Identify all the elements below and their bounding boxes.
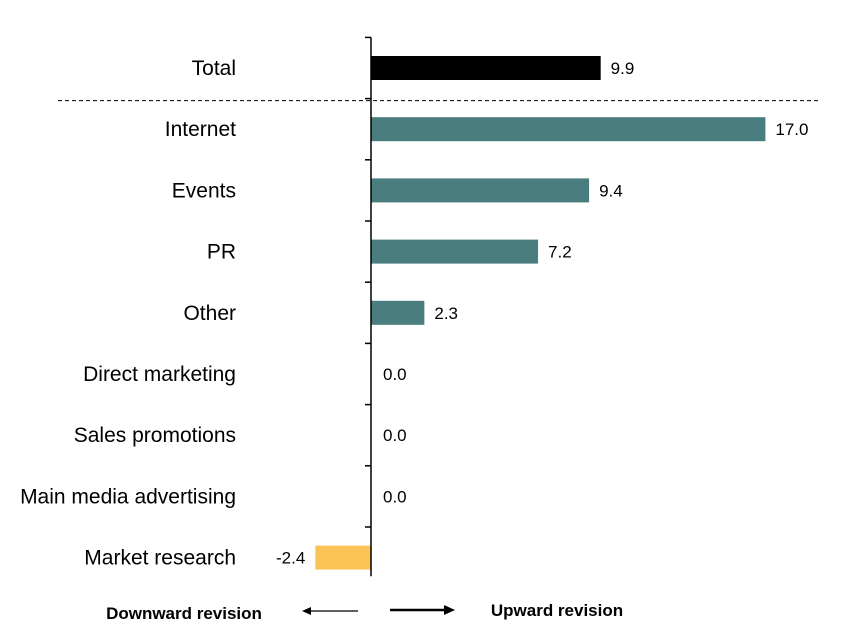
value-label-internet: 17.0 <box>775 120 808 139</box>
bar-events <box>371 178 590 203</box>
labels-layer: Total 9.9 Internet 17.0 Events 9.4 PR 7.2 Other 2… <box>20 57 808 570</box>
bar-market-research <box>315 545 371 570</box>
category-label-market-research: Market research <box>84 547 236 570</box>
category-label-total: Total <box>192 57 236 80</box>
downward-revision-label: Downward revision <box>106 604 262 623</box>
value-label-main-media-advertising: 0.0 <box>383 487 407 506</box>
category-label-direct-marketing: Direct marketing <box>83 363 236 386</box>
value-label-sales-promotions: 0.0 <box>383 426 407 445</box>
axis-layer <box>365 36 372 577</box>
category-label-main-media-advertising: Main media advertising <box>20 485 236 508</box>
bar-internet <box>371 117 766 142</box>
bar-total <box>371 56 601 80</box>
revision-legend: Downward revision Upward revision <box>106 601 623 623</box>
value-label-direct-marketing: 0.0 <box>383 365 407 384</box>
value-label-pr: 7.2 <box>548 243 572 262</box>
downward-arrowhead-icon <box>302 607 311 615</box>
upward-revision-label: Upward revision <box>491 601 623 620</box>
value-label-events: 9.4 <box>599 181 623 200</box>
category-label-internet: Internet <box>165 118 236 141</box>
upward-arrowhead-icon <box>444 605 455 615</box>
category-label-pr: PR <box>207 241 236 264</box>
category-label-events: Events <box>172 179 236 202</box>
category-label-other: Other <box>183 302 236 325</box>
value-label-total: 9.9 <box>611 59 635 78</box>
value-label-other: 2.3 <box>434 304 458 323</box>
bar-pr <box>371 239 539 264</box>
category-label-sales-promotions: Sales promotions <box>74 424 236 447</box>
bars-layer <box>315 56 766 570</box>
value-label-market-research: -2.4 <box>276 549 305 568</box>
bar-other <box>371 300 425 325</box>
